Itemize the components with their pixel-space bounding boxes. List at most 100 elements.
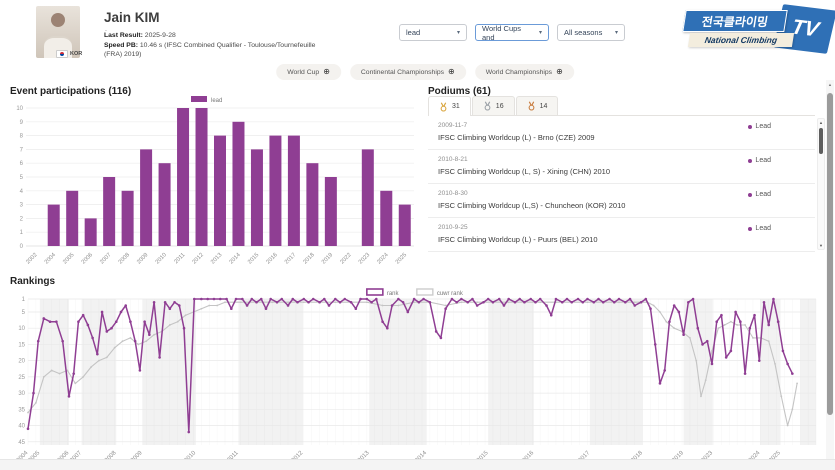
svg-text:15: 15 — [18, 342, 25, 348]
season-select[interactable]: All seasons ▾ — [557, 24, 625, 41]
chevron-down-icon: ▾ — [539, 29, 542, 36]
rankings-line-chart: 1510152025303540452004200520062007200820… — [2, 285, 828, 467]
svg-text:2008: 2008 — [118, 252, 131, 265]
svg-text:9: 9 — [20, 120, 24, 126]
svg-text:2009: 2009 — [136, 252, 149, 265]
page-scrollbar-thumb[interactable] — [827, 93, 833, 415]
svg-text:2015: 2015 — [247, 252, 260, 265]
lead-dot-icon — [748, 227, 752, 231]
lead-dot-icon — [748, 159, 752, 163]
tab-bronze-medals[interactable]: 14 — [516, 96, 559, 115]
gold-medal-icon — [439, 102, 448, 112]
svg-text:30: 30 — [18, 391, 25, 397]
athlete-name: Jain KIM — [104, 10, 160, 25]
svg-text:2019: 2019 — [321, 252, 334, 265]
competition-select[interactable]: World Cups and ▾ — [475, 24, 549, 41]
pill-world-cup-label: World Cup — [287, 69, 319, 76]
speed-pb-label: Speed PB: — [104, 42, 138, 49]
tab-silver-medals[interactable]: 16 — [472, 96, 515, 115]
badge-label: Lead — [755, 123, 771, 130]
bronze-medal-icon — [527, 101, 536, 111]
svg-text:2005: 2005 — [62, 252, 75, 265]
svg-text:20: 20 — [18, 359, 25, 365]
add-circle-icon: ⊕ — [323, 68, 330, 76]
podium-tabs: 31 16 14 — [428, 96, 815, 116]
svg-text:5: 5 — [22, 310, 26, 316]
svg-text:35: 35 — [18, 407, 25, 413]
svg-text:40: 40 — [18, 424, 25, 430]
podium-event-title: IFSC Climbing Worldcup (L, S) - Xining (… — [438, 167, 805, 176]
podium-list-scrollbar: ▲ ▼ — [817, 118, 825, 250]
country-code: KOR — [70, 51, 82, 57]
page-bottom-strip — [0, 459, 835, 470]
filter-selects: lead ▾ World Cups and ▾ All seasons ▾ — [399, 24, 625, 41]
competition-select-value: World Cups and — [482, 24, 535, 42]
svg-text:2017: 2017 — [284, 252, 297, 265]
athlete-photo-head — [51, 13, 65, 27]
discipline-select[interactable]: lead ▾ — [399, 24, 467, 41]
svg-text:5: 5 — [20, 175, 24, 181]
add-circle-icon: ⊕ — [448, 68, 455, 76]
svg-text:2004: 2004 — [44, 252, 58, 266]
svg-text:2011: 2011 — [173, 252, 186, 265]
pill-world-championships[interactable]: World Championships ⊕ — [475, 64, 574, 80]
svg-text:2012: 2012 — [192, 252, 205, 265]
svg-text:rank: rank — [387, 291, 400, 297]
gold-count: 31 — [452, 103, 460, 110]
svg-text:25: 25 — [18, 375, 25, 381]
korea-flag-icon — [56, 50, 68, 58]
pill-world-champ-label: World Championships — [486, 69, 552, 76]
season-select-value: All seasons — [564, 28, 602, 37]
chevron-down-icon: ▾ — [615, 29, 618, 36]
svg-text:4: 4 — [20, 189, 24, 195]
svg-text:2007: 2007 — [99, 252, 112, 265]
svg-text:2022: 2022 — [339, 252, 352, 265]
speed-pb: Speed PB: 10.46 s (IFSC Combined Qualifi… — [104, 41, 322, 59]
svg-text:0: 0 — [20, 244, 24, 250]
discipline-badge: Lead — [748, 191, 771, 198]
svg-text:2: 2 — [20, 216, 24, 222]
svg-text:2010: 2010 — [155, 252, 168, 265]
category-pills: World Cup ⊕ Continental Championships ⊕ … — [276, 64, 574, 80]
discipline-badge: Lead — [748, 225, 771, 232]
svg-text:2014: 2014 — [229, 252, 243, 266]
silver-count: 16 — [496, 103, 504, 110]
lead-dot-icon — [748, 125, 752, 129]
svg-text:2013: 2013 — [210, 252, 223, 265]
podium-scrollbar-thumb[interactable] — [819, 128, 823, 154]
svg-text:2018: 2018 — [302, 252, 315, 265]
scroll-down-arrow[interactable]: ▼ — [818, 243, 824, 248]
scroll-up-arrow[interactable]: ▲ — [826, 82, 834, 87]
pill-world-cup[interactable]: World Cup ⊕ — [276, 64, 341, 80]
scroll-up-arrow[interactable]: ▲ — [818, 120, 824, 125]
page-scrollbar: ▲ — [826, 80, 834, 470]
podium-row[interactable]: 2010-9-25 IFSC Climbing Worldcup (L) - P… — [428, 218, 815, 252]
svg-text:1: 1 — [20, 230, 24, 236]
podium-event-title: IFSC Climbing Worldcup (L) - Brno (CZE) … — [438, 133, 805, 142]
last-result-label: Last Result: — [104, 32, 143, 39]
svg-text:45: 45 — [18, 440, 25, 446]
last-result: Last Result: 2025-9-28 — [104, 32, 176, 39]
nationality-badge: KOR — [56, 50, 82, 58]
podium-row[interactable]: 2010-8-30 IFSC Climbing Worldcup (L,S) -… — [428, 184, 815, 218]
national-climbing-tv-logo: TV 전국클라이밍 National Climbing — [682, 7, 832, 57]
discipline-badge: Lead — [748, 157, 771, 164]
svg-text:3: 3 — [20, 203, 24, 209]
svg-text:10: 10 — [16, 106, 23, 112]
podium-event-title: IFSC Climbing Worldcup (L,S) - Chuncheon… — [438, 201, 805, 210]
svg-text:2023: 2023 — [358, 252, 371, 265]
last-result-value: 2025-9-28 — [145, 32, 176, 39]
svg-text:2025: 2025 — [395, 252, 408, 265]
svg-text:2024: 2024 — [376, 252, 390, 266]
svg-text:lead: lead — [211, 98, 222, 104]
silver-medal-icon — [483, 101, 492, 111]
add-circle-icon: ⊕ — [556, 68, 563, 76]
pill-continental-championships[interactable]: Continental Championships ⊕ — [350, 64, 466, 80]
podium-row[interactable]: 2009-11-7 IFSC Climbing Worldcup (L) - B… — [428, 116, 815, 150]
lead-dot-icon — [748, 193, 752, 197]
bronze-count: 14 — [540, 103, 548, 110]
svg-text:10: 10 — [18, 326, 25, 332]
podium-row[interactable]: 2010-8-21 IFSC Climbing Worldcup (L, S) … — [428, 150, 815, 184]
pill-continental-label: Continental Championships — [361, 69, 444, 76]
tab-gold-medals[interactable]: 31 — [428, 96, 471, 116]
